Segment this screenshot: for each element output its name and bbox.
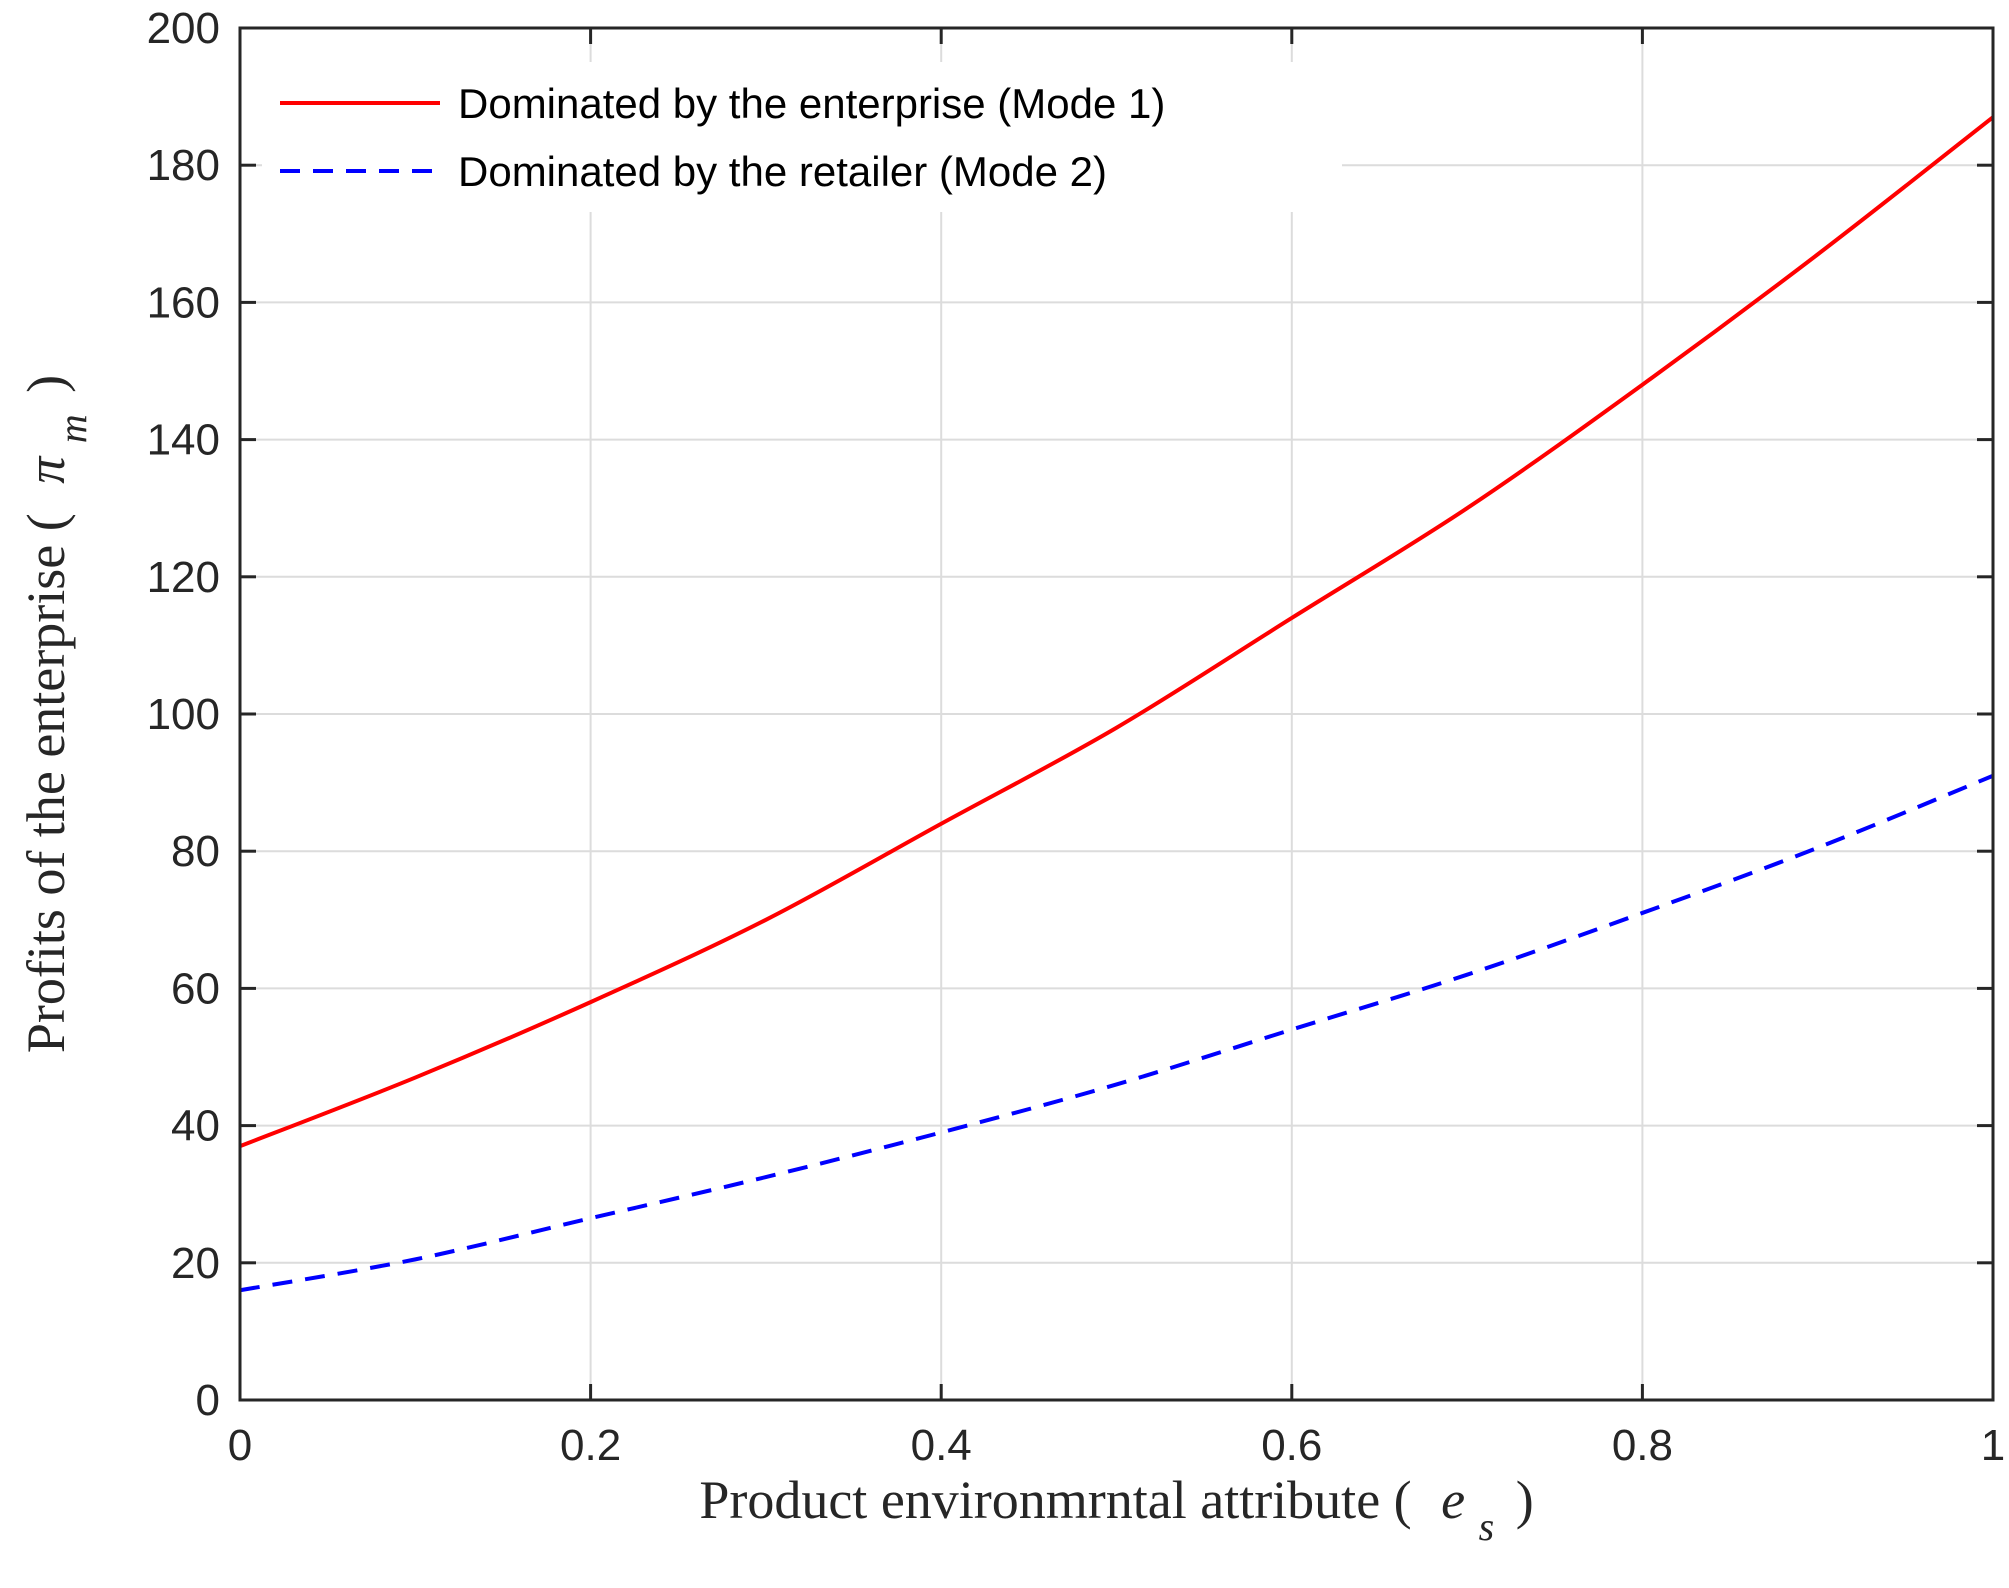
legend-box [262,62,1342,212]
y-axis-label-subscript: m [50,414,95,443]
y-tick-label: 60 [171,964,220,1013]
y-axis-label-close: ) [16,375,76,393]
y-tick-label: 20 [171,1239,220,1288]
x-tick-label: 0.4 [911,1421,972,1470]
y-tick-label: 0 [196,1376,220,1425]
y-axis-label-text: Profits of the enterprise ( [16,513,76,1053]
y-tick-label: 140 [147,416,220,465]
x-tick-label: 0.6 [1261,1421,1322,1470]
y-tick-label: 40 [171,1102,220,1151]
y-tick-label: 180 [147,141,220,190]
axis-ticks: 0 0.2 0.4 0.6 0.8 1 0 20 40 60 80 100 120 140 160 180 20… [147,4,2006,1470]
legend-label-1: Dominated by the enterprise (Mode 1) [458,80,1165,127]
y-axis-label-symbol: π [16,455,76,484]
x-tick-label: 0.8 [1612,1421,1673,1470]
series-line-2 [239,773,1994,1293]
x-axis-label: Product environmrntal attribute ( e s ) [699,1470,1533,1552]
x-axis-label-subscript: s [1479,1504,1495,1549]
x-axis-label-close: ) [1516,1470,1534,1530]
x-axis-label-symbol: e [1441,1470,1465,1530]
x-tick-label: 0 [228,1421,252,1470]
series-layer [239,115,1995,1293]
legend-label-2: Dominated by the retailer (Mode 2) [458,148,1107,195]
legend: Dominated by the enterprise (Mode 1) Domi… [262,62,1342,212]
y-tick-label: 120 [147,553,220,602]
x-tick-label: 0.2 [560,1421,621,1470]
y-tick-label: 160 [147,278,220,327]
y-tick-label: 200 [147,4,220,53]
series-line-1 [239,115,1995,1149]
x-tick-label: 1 [1981,1421,2005,1470]
y-tick-label: 100 [147,690,220,739]
x-axis-label-text: Product environmrntal attribute ( [699,1470,1411,1530]
y-axis-label: Profits of the enterprise ( π m ) [16,375,98,1053]
y-tick-label: 80 [171,827,220,876]
